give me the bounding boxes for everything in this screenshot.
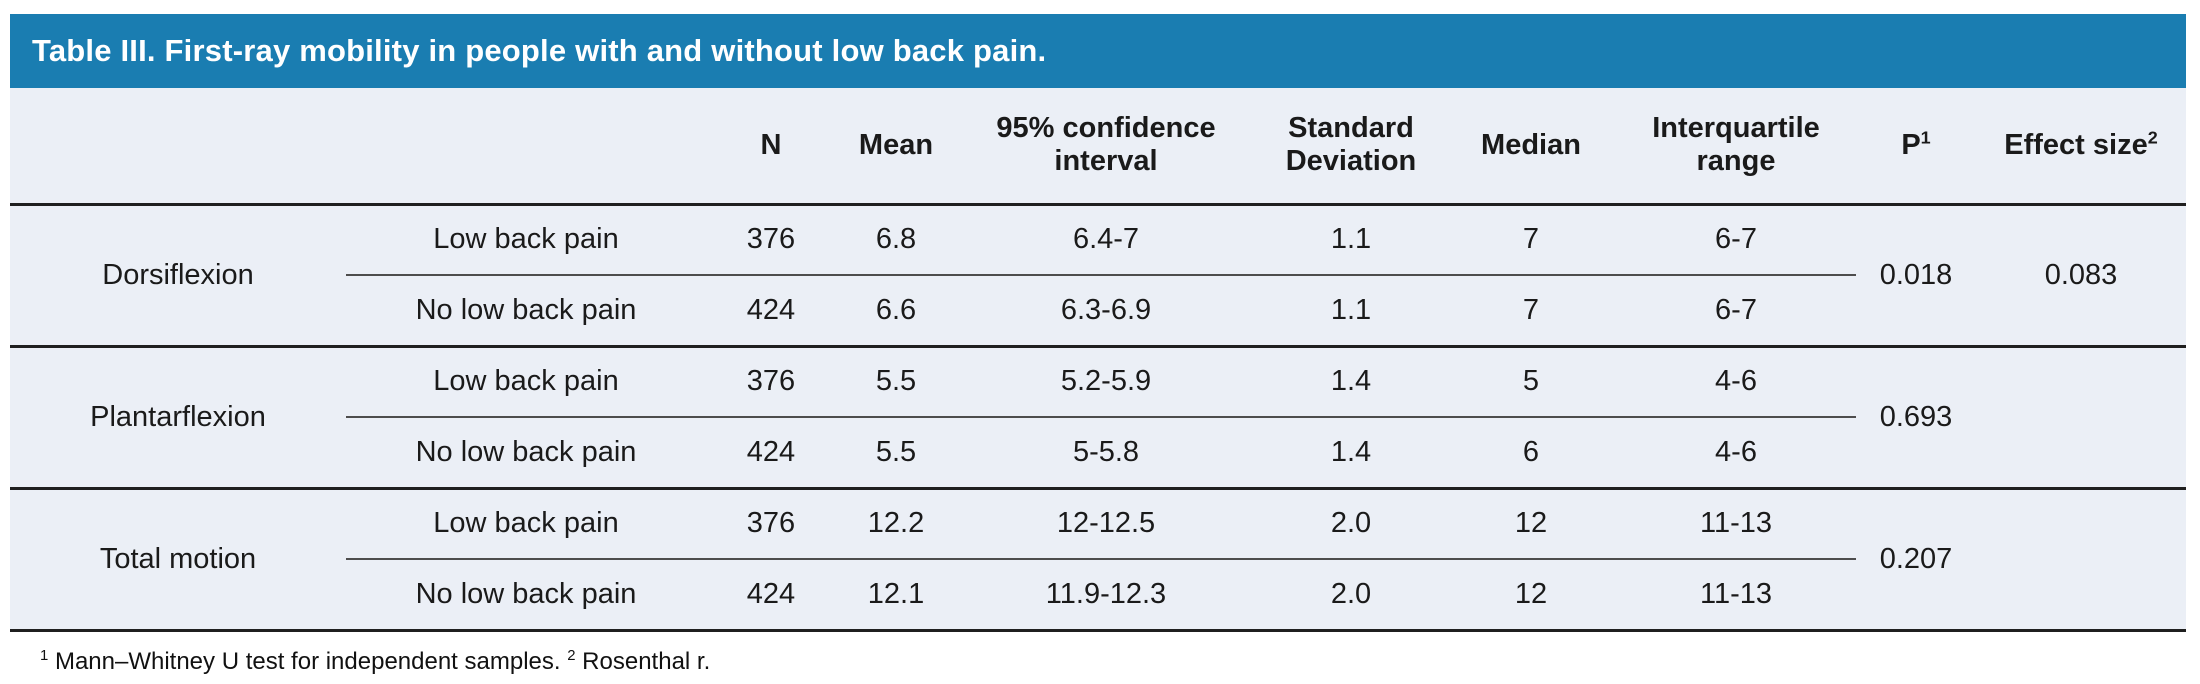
- cell-n: 376: [706, 488, 836, 560]
- cell-sd: 2.0: [1256, 559, 1446, 632]
- row-label-plantarflexion: Plantarflexion: [10, 346, 346, 490]
- footnote-superscript-2: 2: [567, 647, 576, 664]
- cell-iqr: 6-7: [1616, 204, 1856, 276]
- cell-ci: 5.2-5.9: [956, 346, 1256, 418]
- footnote-superscript-1: 1: [40, 647, 49, 664]
- cell-median: 6: [1446, 417, 1616, 490]
- cell-n: 424: [706, 275, 836, 348]
- cell-group: No low back pain: [346, 417, 706, 490]
- cell-ci: 12-12.5: [956, 488, 1256, 560]
- cell-mean: 6.6: [836, 275, 956, 348]
- cell-ci: 11.9-12.3: [956, 559, 1256, 632]
- cell-ci: 6.4-7: [956, 204, 1256, 276]
- cell-median: 12: [1446, 559, 1616, 632]
- header-median: Median: [1446, 88, 1616, 206]
- cell-sd: 1.1: [1256, 275, 1446, 348]
- cell-median: 12: [1446, 488, 1616, 560]
- header-p-value: P1: [1856, 88, 1976, 206]
- cell-iqr: 4-6: [1616, 417, 1856, 490]
- cell-group: No low back pain: [346, 559, 706, 632]
- cell-mean: 12.2: [836, 488, 956, 560]
- table-row: Dorsiflexion Low back pain 376 6.8 6.4-7…: [10, 204, 2186, 348]
- table-sheet: Table III. First-ray mobility in people …: [10, 14, 2186, 676]
- cell-ci: 5-5.8: [956, 417, 1256, 490]
- cell-median: 7: [1446, 275, 1616, 348]
- cell-ci: 6.3-6.9: [956, 275, 1256, 348]
- table-row: Plantarflexion Low back pain 376 5.5 5.2…: [10, 346, 2186, 490]
- first-ray-mobility-table: N Mean 95% confidence interval Standard …: [10, 88, 2186, 632]
- table-body: Dorsiflexion Low back pain 376 6.8 6.4-7…: [10, 204, 2186, 632]
- header-p-superscript: 1: [1920, 126, 1931, 147]
- header-interquartile-range: Interquartile range: [1616, 88, 1856, 206]
- table-title: Table III. First-ray mobility in people …: [32, 33, 1047, 68]
- cell-p-value: 0.018: [1856, 204, 1976, 348]
- header-p-label: P: [1901, 128, 1921, 161]
- cell-median: 5: [1446, 346, 1616, 418]
- cell-effect-size: 0.083: [1976, 204, 2186, 348]
- cell-median: 7: [1446, 204, 1616, 276]
- cell-group: Low back pain: [346, 346, 706, 418]
- cell-effect-size: [1976, 346, 2186, 490]
- row-label-total-motion: Total motion: [10, 488, 346, 632]
- cell-n: 376: [706, 204, 836, 276]
- table-header: N Mean 95% confidence interval Standard …: [10, 88, 2186, 206]
- row-label-dorsiflexion: Dorsiflexion: [10, 204, 346, 348]
- cell-mean: 6.8: [836, 204, 956, 276]
- header-row: N Mean 95% confidence interval Standard …: [10, 88, 2186, 206]
- footnote-text-2: Rosenthal r.: [575, 647, 711, 675]
- cell-iqr: 11-13: [1616, 488, 1856, 560]
- table-footnote: 1 Mann–Whitney U test for independent sa…: [10, 631, 2186, 676]
- cell-iqr: 4-6: [1616, 346, 1856, 418]
- cell-n: 424: [706, 559, 836, 632]
- header-empty-group: [346, 88, 706, 206]
- table-row: No low back pain 424 5.5 5-5.8 1.4 6 4-6: [10, 417, 2186, 490]
- cell-group: No low back pain: [346, 275, 706, 348]
- cell-n: 376: [706, 346, 836, 418]
- cell-sd: 2.0: [1256, 488, 1446, 560]
- cell-mean: 12.1: [836, 559, 956, 632]
- header-mean: Mean: [836, 88, 956, 206]
- cell-iqr: 6-7: [1616, 275, 1856, 348]
- cell-sd: 1.4: [1256, 417, 1446, 490]
- table-row: No low back pain 424 6.6 6.3-6.9 1.1 7 6…: [10, 275, 2186, 348]
- table-row: No low back pain 424 12.1 11.9-12.3 2.0 …: [10, 559, 2186, 632]
- cell-p-value: 0.207: [1856, 488, 1976, 632]
- cell-sd: 1.1: [1256, 204, 1446, 276]
- cell-mean: 5.5: [836, 346, 956, 418]
- header-effect-size: Effect size2: [1976, 88, 2186, 206]
- header-standard-deviation: Standard Deviation: [1256, 88, 1446, 206]
- footnote-text-1: Mann–Whitney U test for independent samp…: [48, 647, 568, 675]
- cell-group: Low back pain: [346, 488, 706, 560]
- cell-p-value: 0.693: [1856, 346, 1976, 490]
- cell-mean: 5.5: [836, 417, 956, 490]
- table-row: Total motion Low back pain 376 12.2 12-1…: [10, 488, 2186, 632]
- header-empty-rowlabel: [10, 88, 346, 206]
- cell-iqr: 11-13: [1616, 559, 1856, 632]
- header-effect-size-label: Effect size: [2004, 128, 2148, 161]
- cell-n: 424: [706, 417, 836, 490]
- header-n: N: [706, 88, 836, 206]
- cell-group: Low back pain: [346, 204, 706, 276]
- cell-effect-size: [1976, 488, 2186, 632]
- header-confidence-interval: 95% confidence interval: [956, 88, 1256, 206]
- table-title-bar: Table III. First-ray mobility in people …: [10, 14, 2186, 88]
- header-effect-size-superscript: 2: [2147, 126, 2158, 147]
- cell-sd: 1.4: [1256, 346, 1446, 418]
